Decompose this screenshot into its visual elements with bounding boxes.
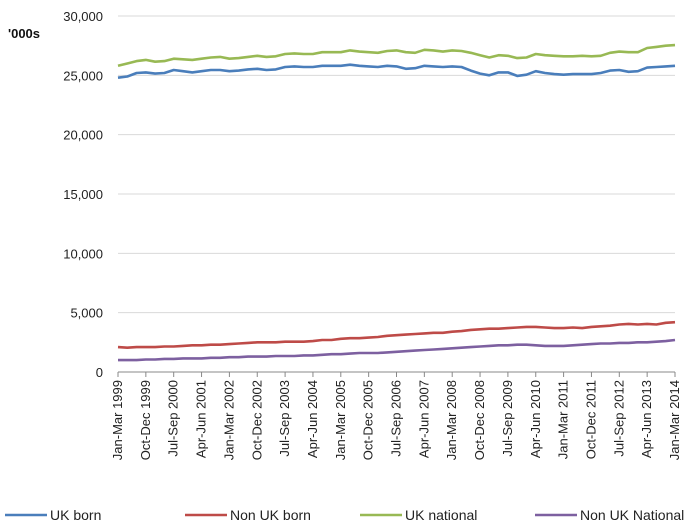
x-tick-label: Jul-Sep 2003 (277, 380, 292, 457)
series-line-1 (117, 63, 676, 79)
x-tick-label: Oct-Dec 2011 (583, 380, 598, 459)
x-tick-label: Jan-Mar 2008 (444, 380, 459, 460)
y-tick-label: 0 (96, 365, 103, 380)
legend-label: UK born (50, 507, 101, 523)
x-tick-label: Jan-Mar 1999 (110, 380, 125, 460)
legend-label: Non UK National (580, 507, 684, 523)
plot-area (117, 43, 676, 362)
x-tick-label: Jan-Mar 2002 (221, 380, 236, 460)
series-line-2 (117, 320, 676, 350)
series-line-4 (118, 338, 676, 362)
x-tick-label: Jan-Mar 2005 (333, 380, 348, 460)
legend-label: UK national (405, 507, 477, 523)
legend: UK born Non UK born UK national Non UK Nati… (5, 507, 684, 523)
x-tick-label: Oct-Dec 2008 (472, 380, 487, 460)
x-tick-label: Jul-Sep 2012 (611, 380, 626, 457)
unit-label: '000s (8, 26, 40, 41)
legend-label: Non UK born (230, 507, 311, 523)
x-tick-label: Jul-Sep 2006 (389, 380, 404, 457)
x-tick-label: Jan-Mar 2011 (556, 380, 571, 459)
x-tick-label: Apr-Jun 2013 (639, 380, 654, 458)
x-tick-label: Oct-Dec 2005 (361, 380, 376, 460)
x-tick-label: Oct-Dec 2002 (249, 380, 264, 460)
x-tick-label: Oct-Dec 1999 (138, 380, 153, 460)
series-line-3 (117, 43, 676, 68)
y-tick-label: 5,000 (70, 306, 103, 321)
y-tick-label: 15,000 (63, 187, 103, 202)
y-tick-label: 30,000 (63, 9, 103, 24)
x-tick-label: Jan-Mar 2014 (667, 380, 682, 460)
x-axis: Jan-Mar 1999 Oct-Dec 1999 Jul-Sep 2000 Apr-… (110, 372, 682, 460)
x-tick-label: Apr-Jun 2010 (528, 380, 543, 458)
x-tick-label: Jul-Sep 2009 (500, 380, 515, 457)
y-tick-label: 25,000 (63, 68, 103, 83)
x-tick-label: Apr-Jun 2001 (194, 380, 209, 458)
x-tick-label: Jul-Sep 2000 (166, 380, 181, 457)
grid-lines (118, 15, 675, 373)
y-tick-label: 10,000 (63, 246, 103, 261)
x-tick-label: Apr-Jun 2007 (416, 380, 431, 458)
x-tick-label: Apr-Jun 2004 (305, 380, 320, 458)
y-axis: 0 5,000 10,000 15,000 20,000 25,000 30,000 (63, 9, 103, 380)
y-tick-label: 20,000 (63, 128, 103, 143)
